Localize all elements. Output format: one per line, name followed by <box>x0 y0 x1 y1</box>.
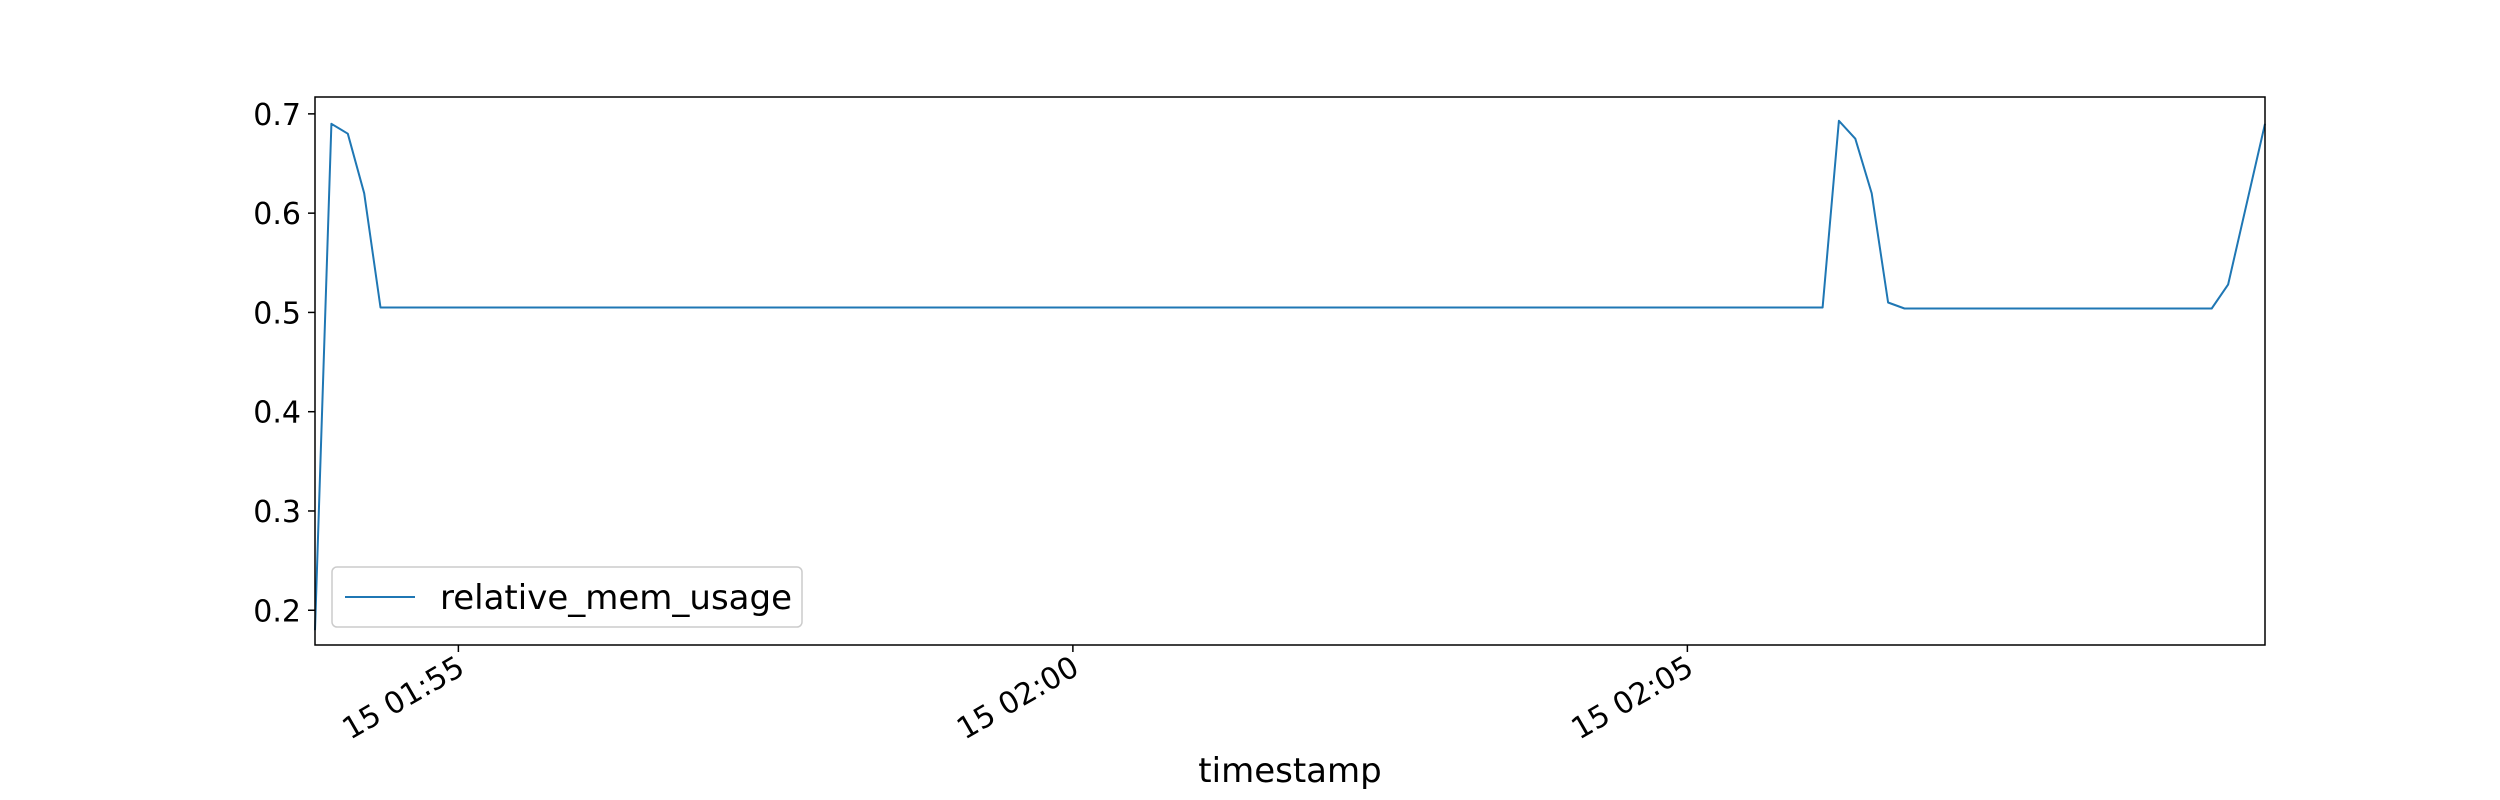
y-tick-label: 0.4 <box>253 396 301 431</box>
y-tick-label: 0.7 <box>253 98 301 133</box>
legend: relative_mem_usage <box>331 566 803 628</box>
x-tick-label: 15 02:05 <box>1566 650 1700 747</box>
y-tick-label: 0.6 <box>253 197 301 232</box>
y-tick-label: 0.3 <box>253 495 301 530</box>
x-tick-label: 15 02:00 <box>951 650 1085 747</box>
series-layer <box>314 119 2266 631</box>
legend-label: relative_mem_usage <box>440 578 792 618</box>
plot-frame <box>314 96 2266 646</box>
y-axis: 0.2 0.3 0.4 0.5 0.6 0.7 <box>253 98 315 629</box>
y-tick-label: 0.5 <box>253 296 301 331</box>
x-axis: 15 01:55 15 02:00 15 02:05 <box>337 645 1700 747</box>
x-tick-label: 15 01:55 <box>337 650 471 747</box>
x-axis-label: timestamp <box>1198 751 1381 791</box>
legend-box <box>331 566 803 628</box>
series-line-relative_mem_usage <box>314 119 2266 631</box>
y-tick-label: 0.2 <box>253 594 301 629</box>
